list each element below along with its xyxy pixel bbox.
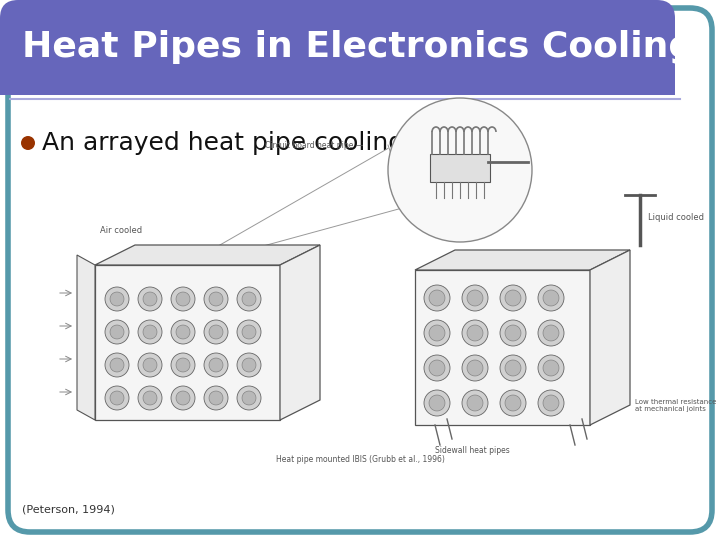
Circle shape [105, 386, 129, 410]
Polygon shape [415, 270, 590, 425]
Circle shape [242, 325, 256, 339]
Text: (Peterson, 1994): (Peterson, 1994) [22, 505, 115, 515]
Circle shape [429, 290, 445, 306]
Text: Low thermal resistance
at mechanical joints: Low thermal resistance at mechanical joi… [635, 399, 716, 411]
Circle shape [105, 353, 129, 377]
Circle shape [237, 320, 261, 344]
Circle shape [462, 285, 488, 311]
Circle shape [538, 355, 564, 381]
Circle shape [143, 292, 157, 306]
Circle shape [424, 320, 450, 346]
Circle shape [143, 358, 157, 372]
Text: Air cooled: Air cooled [100, 226, 142, 235]
Circle shape [505, 290, 521, 306]
Circle shape [171, 320, 195, 344]
Circle shape [138, 353, 162, 377]
Circle shape [204, 320, 228, 344]
Polygon shape [280, 245, 320, 420]
Text: An arrayed heat pipe cooling system: An arrayed heat pipe cooling system [42, 131, 503, 155]
Circle shape [171, 287, 195, 311]
Circle shape [538, 320, 564, 346]
Circle shape [171, 353, 195, 377]
Circle shape [209, 325, 223, 339]
Circle shape [138, 386, 162, 410]
Text: Liquid cooled: Liquid cooled [648, 213, 704, 222]
Circle shape [505, 395, 521, 411]
Polygon shape [415, 250, 630, 270]
Circle shape [110, 292, 124, 306]
Circle shape [538, 390, 564, 416]
Circle shape [171, 386, 195, 410]
Polygon shape [590, 250, 630, 425]
Circle shape [467, 360, 483, 376]
Circle shape [138, 320, 162, 344]
Circle shape [143, 325, 157, 339]
Circle shape [424, 285, 450, 311]
Circle shape [424, 355, 450, 381]
Circle shape [105, 287, 129, 311]
Circle shape [543, 325, 559, 341]
Circle shape [21, 136, 35, 150]
FancyBboxPatch shape [0, 0, 675, 95]
Circle shape [462, 390, 488, 416]
Circle shape [388, 98, 532, 242]
Circle shape [237, 386, 261, 410]
Circle shape [204, 353, 228, 377]
Circle shape [110, 325, 124, 339]
Text: Circuit board heat pipe —: Circuit board heat pipe — [265, 140, 364, 150]
Circle shape [105, 320, 129, 344]
Circle shape [242, 358, 256, 372]
Circle shape [462, 355, 488, 381]
Circle shape [209, 358, 223, 372]
Circle shape [176, 325, 190, 339]
Bar [0, 75, 675, 95]
Circle shape [500, 355, 526, 381]
Circle shape [209, 391, 223, 405]
Circle shape [237, 353, 261, 377]
Circle shape [543, 395, 559, 411]
Circle shape [110, 358, 124, 372]
Circle shape [237, 287, 261, 311]
Circle shape [204, 386, 228, 410]
Circle shape [242, 391, 256, 405]
Circle shape [209, 292, 223, 306]
Circle shape [467, 290, 483, 306]
Circle shape [110, 391, 124, 405]
Circle shape [242, 292, 256, 306]
Circle shape [538, 285, 564, 311]
Circle shape [176, 358, 190, 372]
Circle shape [505, 325, 521, 341]
Circle shape [500, 320, 526, 346]
Circle shape [429, 325, 445, 341]
Circle shape [543, 290, 559, 306]
Circle shape [204, 287, 228, 311]
Polygon shape [95, 265, 280, 420]
Circle shape [138, 287, 162, 311]
Polygon shape [95, 245, 320, 265]
Circle shape [143, 391, 157, 405]
Circle shape [467, 325, 483, 341]
Circle shape [462, 320, 488, 346]
Polygon shape [77, 255, 95, 420]
Circle shape [176, 292, 190, 306]
Circle shape [176, 391, 190, 405]
Circle shape [543, 360, 559, 376]
Text: Sidewall heat pipes: Sidewall heat pipes [435, 446, 510, 455]
Circle shape [505, 360, 521, 376]
Text: Heat Pipes in Electronics Cooling: Heat Pipes in Electronics Cooling [22, 30, 694, 64]
Circle shape [429, 395, 445, 411]
Circle shape [424, 390, 450, 416]
Circle shape [500, 390, 526, 416]
Bar [430, 154, 490, 182]
Text: Heat pipe mounted IBIS (Grubb et al., 1996): Heat pipe mounted IBIS (Grubb et al., 19… [276, 455, 444, 464]
Circle shape [467, 395, 483, 411]
Circle shape [429, 360, 445, 376]
Circle shape [500, 285, 526, 311]
